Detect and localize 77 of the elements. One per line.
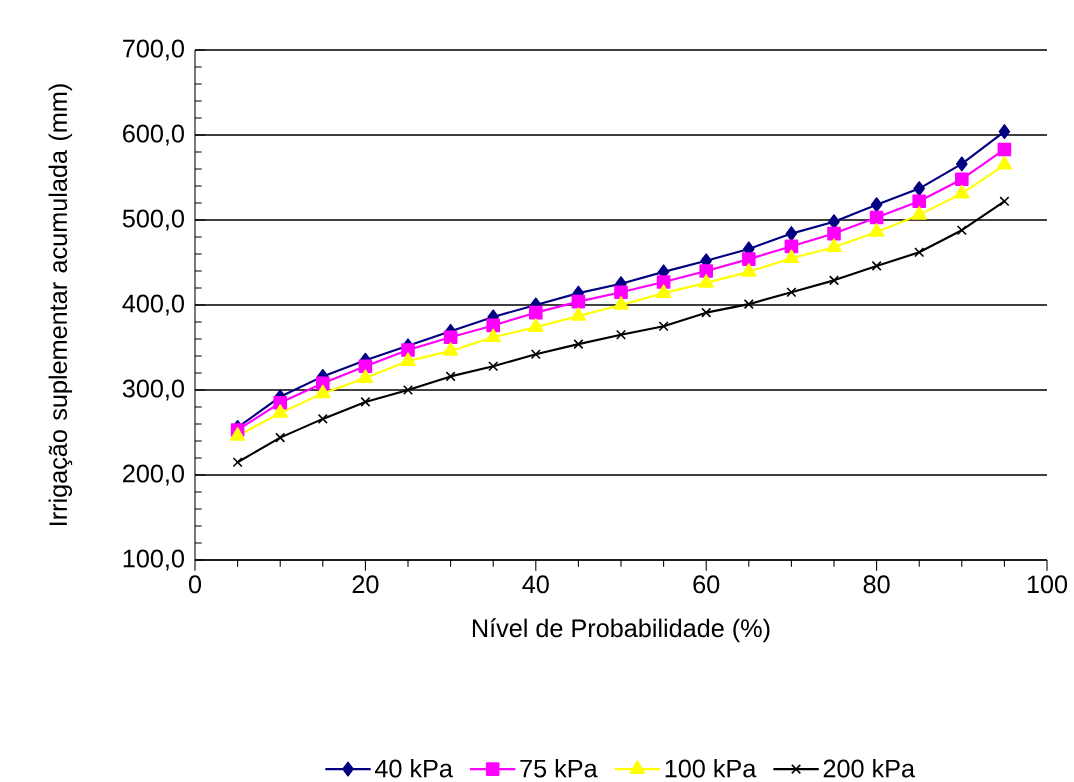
point xyxy=(613,296,629,310)
legend-label: 100 kPa xyxy=(665,758,757,778)
legend-label: 75 kPa xyxy=(520,758,598,778)
point xyxy=(570,307,587,321)
x-tick-label: 80 xyxy=(863,575,890,594)
point xyxy=(530,349,541,360)
point xyxy=(229,427,246,441)
y-tick-label: 400,0 xyxy=(122,294,184,316)
x-tick-label: 0 xyxy=(188,575,202,594)
point xyxy=(315,384,331,399)
point xyxy=(486,318,500,333)
y-tick-label: 700,0 xyxy=(123,39,184,61)
point xyxy=(614,285,628,300)
point xyxy=(272,404,288,418)
point xyxy=(445,371,456,382)
point xyxy=(443,330,458,345)
point xyxy=(826,238,842,252)
point xyxy=(956,225,967,236)
point xyxy=(741,263,757,277)
point xyxy=(786,287,797,298)
point xyxy=(402,384,414,396)
point xyxy=(997,142,1012,157)
point xyxy=(870,197,883,213)
x-axis-title: Nível de Probabilidade (%) xyxy=(472,618,770,643)
point xyxy=(699,264,714,278)
point xyxy=(869,210,884,225)
point xyxy=(999,196,1010,207)
point xyxy=(955,172,969,186)
point xyxy=(656,275,671,289)
point xyxy=(529,305,543,320)
point xyxy=(655,284,672,298)
point xyxy=(911,206,927,220)
point xyxy=(358,359,373,373)
point xyxy=(998,124,1011,140)
point xyxy=(571,294,586,309)
point xyxy=(488,361,499,372)
point xyxy=(912,194,927,209)
point xyxy=(485,328,501,343)
x-tick-label: 60 xyxy=(693,575,720,594)
point xyxy=(615,329,627,340)
point xyxy=(828,275,840,286)
point xyxy=(400,352,416,366)
point xyxy=(956,156,968,172)
point xyxy=(401,343,415,357)
point xyxy=(360,396,371,407)
point xyxy=(442,342,459,356)
point xyxy=(528,318,544,332)
point xyxy=(232,457,243,468)
point xyxy=(743,299,754,310)
point xyxy=(742,252,756,266)
point xyxy=(658,321,669,332)
point xyxy=(783,249,800,264)
point xyxy=(275,432,286,443)
y-tick-label: 100,0 xyxy=(123,549,184,571)
point xyxy=(573,339,584,350)
y-tick-label: 500,0 xyxy=(122,209,184,231)
y-tick-label: 200,0 xyxy=(123,464,184,486)
point xyxy=(913,181,926,197)
point xyxy=(701,307,712,318)
legend-label: 200 kPa xyxy=(823,758,916,778)
x-tick-label: 100 xyxy=(1027,575,1068,594)
point xyxy=(316,376,330,390)
y-tick-label: 300,0 xyxy=(122,379,184,401)
point xyxy=(785,226,798,242)
point xyxy=(357,369,374,383)
point xyxy=(871,260,882,271)
point xyxy=(914,247,925,258)
legend-label: 40 kPa xyxy=(374,758,453,778)
point xyxy=(868,223,885,237)
point xyxy=(954,184,970,199)
point xyxy=(317,413,328,424)
y-axis-title: Irrigação suplementar acumulada (mm) xyxy=(48,84,73,525)
x-tick-label: 20 xyxy=(352,575,379,594)
y-tick-label: 600,0 xyxy=(123,124,184,146)
point xyxy=(698,274,714,288)
point xyxy=(827,226,841,241)
x-tick-label: 40 xyxy=(522,575,549,594)
